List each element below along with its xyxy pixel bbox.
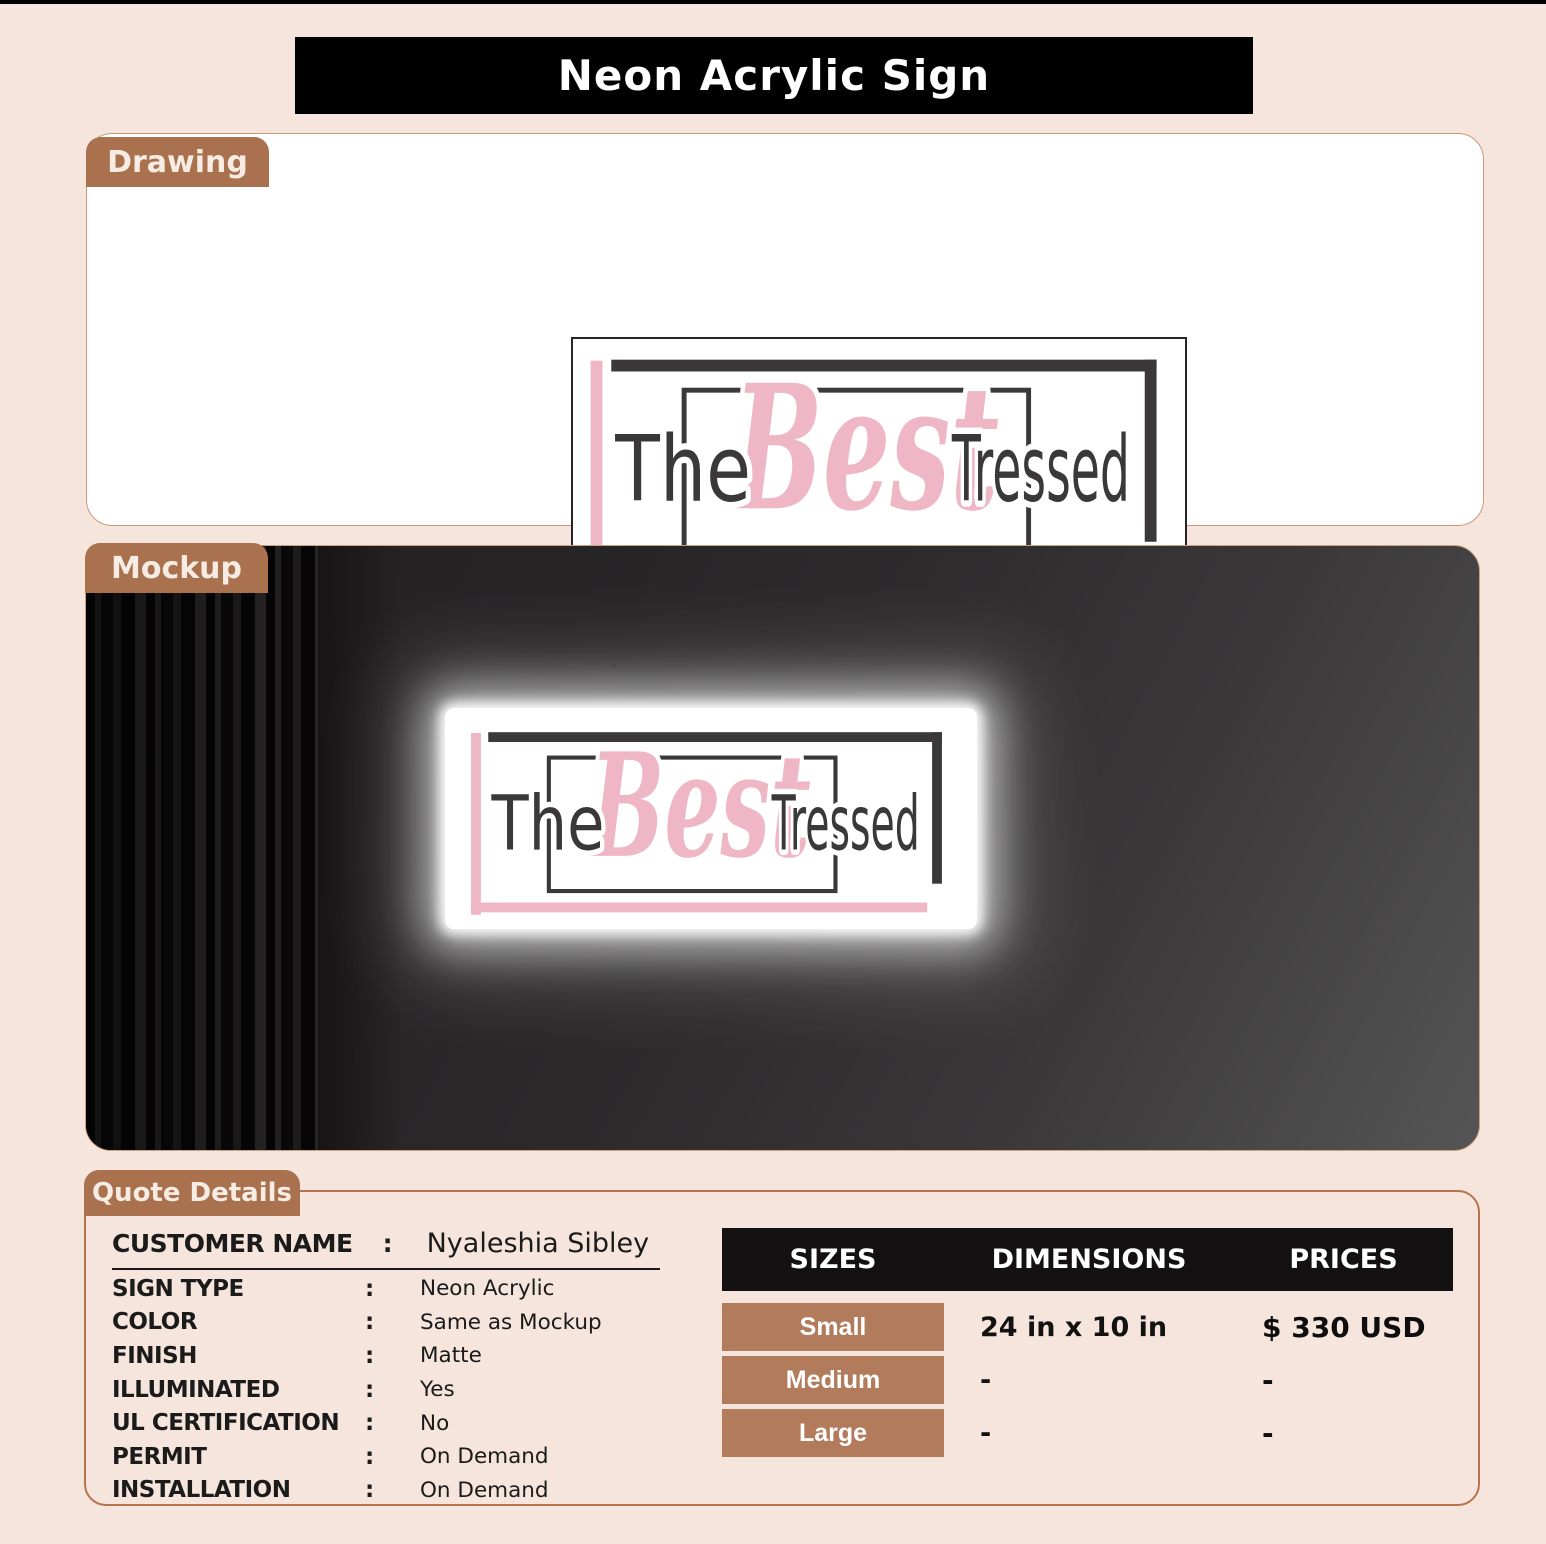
mockup-illuminated-sign: Best The Tressed	[445, 708, 977, 929]
page-top-border	[0, 0, 1546, 4]
size-button-small[interactable]: Small	[722, 1303, 944, 1351]
column-header-prices: PRICES	[1289, 1244, 1398, 1275]
field-label: FINISH	[112, 1342, 197, 1369]
logo-word-the: The	[614, 417, 751, 522]
field-value: Same as Mockup	[420, 1309, 602, 1335]
field-value: Yes	[420, 1377, 455, 1403]
field-row-color: COLOR : Same as Mockup	[112, 1306, 712, 1340]
size-button-medium[interactable]: Medium	[722, 1356, 944, 1404]
price-table-header: SIZES DIMENSIONS PRICES	[722, 1228, 1453, 1291]
dimensions-cell: 24 in x 10 in	[980, 1311, 1168, 1343]
logo-word-tressed: Tressed	[951, 417, 1130, 522]
drawing-logo-box: Best The Tressed	[571, 337, 1187, 591]
field-separator: :	[365, 1410, 375, 1437]
tab-quote-details: Quote Details	[84, 1170, 300, 1216]
field-row-installation: INSTALLATION : On Demand	[112, 1474, 712, 1508]
price-cell: -	[1262, 1363, 1274, 1397]
field-label: UL CERTIFICATION	[112, 1410, 340, 1437]
tab-drawing: Drawing	[86, 137, 269, 187]
page-title: Neon Acrylic Sign	[557, 51, 991, 100]
field-label: COLOR	[112, 1309, 198, 1336]
field-separator: :	[365, 1342, 375, 1369]
customer-name-label: CUSTOMER NAME	[112, 1229, 353, 1258]
logo-word-tressed: Tressed	[771, 779, 920, 867]
logo-word-best: Best	[730, 346, 999, 549]
brand-logo-drawing: Best The Tressed	[590, 339, 1157, 580]
price-cell: -	[1262, 1416, 1274, 1450]
mockup-photo: Best The Tressed	[85, 545, 1480, 1151]
field-label: INSTALLATION	[112, 1477, 291, 1504]
drawing-panel: Best The Tressed	[86, 133, 1484, 591]
size-button-large[interactable]: Large	[722, 1409, 944, 1457]
brand-logo-mockup: Best The Tressed	[471, 715, 942, 915]
field-value: On Demand	[420, 1444, 549, 1470]
column-header-dimensions: DIMENSIONS	[991, 1244, 1187, 1275]
field-value: Neon Acrylic	[420, 1276, 555, 1302]
field-row-finish: FINISH : Matte	[112, 1339, 712, 1373]
dimensions-cell: -	[980, 1417, 992, 1449]
field-row-permit: PERMIT : On Demand	[112, 1440, 712, 1474]
customer-name-row: CUSTOMER NAME : Nyaleshia Sibley	[112, 1228, 660, 1270]
field-separator: :	[365, 1275, 375, 1302]
field-label: PERMIT	[112, 1443, 207, 1470]
field-separator: :	[365, 1309, 375, 1336]
field-separator: :	[365, 1443, 375, 1470]
field-row-sign-type: SIGN TYPE : Neon Acrylic	[112, 1272, 712, 1306]
field-row-ul-certification: UL CERTIFICATION : No	[112, 1406, 712, 1440]
price-table-body: Small 24 in x 10 in $ 330 USD Medium - -…	[722, 1303, 1453, 1457]
field-value: Matte	[420, 1343, 482, 1369]
customer-name-value: Nyaleshia Sibley	[426, 1228, 650, 1259]
logo-word-the: The	[491, 779, 605, 867]
dimensions-cell: -	[980, 1364, 992, 1396]
price-table: SIZES DIMENSIONS PRICES Small 24 in x 10…	[722, 1228, 1453, 1462]
tab-mockup-label: Mockup	[110, 550, 243, 586]
price-cell: $ 330 USD	[1262, 1310, 1426, 1344]
field-label: ILLUMINATED	[112, 1376, 280, 1403]
tab-mockup: Mockup	[85, 543, 268, 593]
table-row-small: Small 24 in x 10 in $ 330 USD	[722, 1303, 1453, 1351]
field-label: SIGN TYPE	[112, 1275, 244, 1302]
curtain-shadow	[318, 546, 403, 1150]
tab-quote-details-label: Quote Details	[91, 1178, 293, 1208]
curtain-backdrop	[86, 546, 318, 1150]
field-value: On Demand	[420, 1477, 549, 1503]
table-row-medium: Medium - -	[722, 1356, 1453, 1404]
quote-details-panel	[84, 1190, 1480, 1506]
customer-name-separator: :	[382, 1229, 393, 1258]
header-bar: Neon Acrylic Sign	[295, 37, 1253, 114]
tab-drawing-label: Drawing	[107, 144, 248, 180]
quote-fields: SIGN TYPE : Neon Acrylic COLOR : Same as…	[112, 1272, 712, 1507]
field-separator: :	[365, 1376, 375, 1403]
wall-speck	[611, 664, 616, 668]
field-row-illuminated: ILLUMINATED : Yes	[112, 1373, 712, 1407]
column-header-sizes: SIZES	[789, 1244, 877, 1275]
field-separator: :	[365, 1477, 375, 1504]
field-value: No	[420, 1410, 450, 1436]
table-row-large: Large - -	[722, 1409, 1453, 1457]
logo-word-best: Best	[587, 720, 811, 889]
